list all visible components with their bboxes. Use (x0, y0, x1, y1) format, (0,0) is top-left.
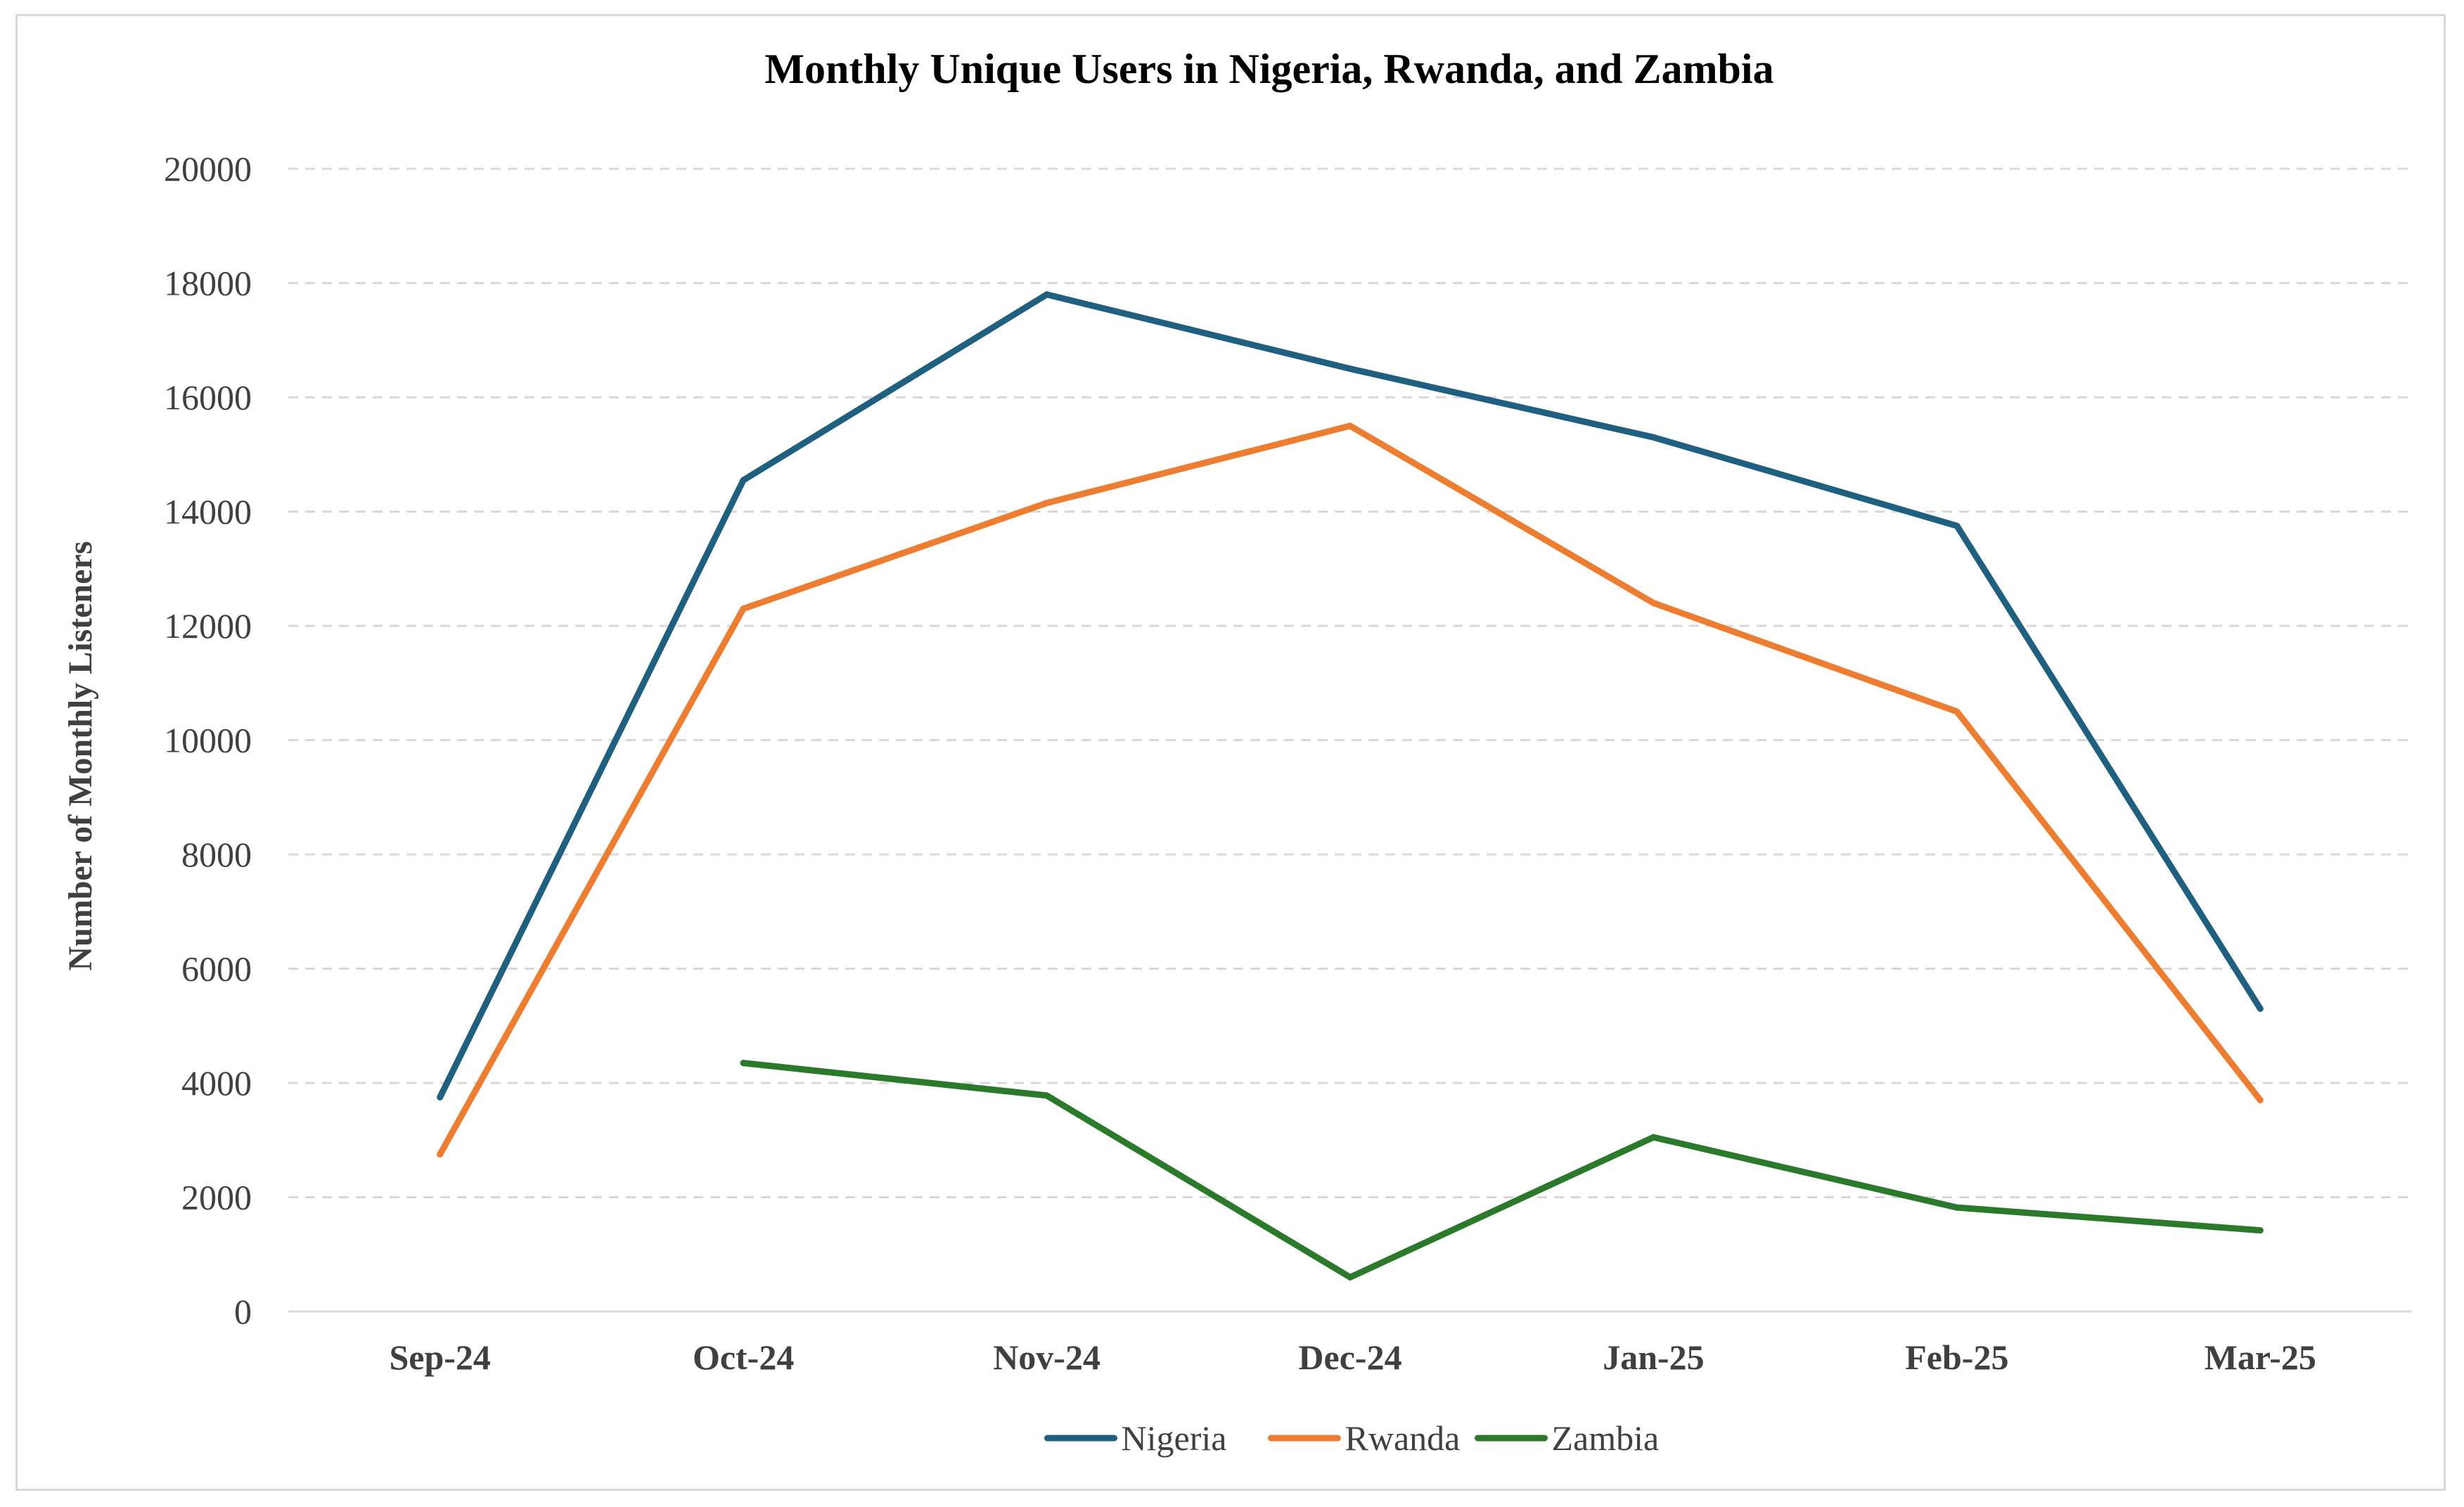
y-axis-ticks: 0 2000 4000 6000 8000 10000 12000 14000 16000 180… (164, 149, 252, 1331)
series-line-nigeria (437, 291, 2264, 1101)
data-point-nigeria (1347, 365, 1354, 372)
data-point-nigeria (1953, 522, 1961, 530)
y-tick-label: 16000 (164, 378, 252, 417)
x-tick-label: Nov-24 (993, 1338, 1101, 1377)
legend: Nigeria Rwanda Zambia (1044, 1418, 1660, 1458)
data-point-zambia (740, 1060, 747, 1067)
data-point-rwanda (1347, 423, 1354, 430)
data-point-zambia (2257, 1227, 2264, 1234)
x-tick-label: Dec-24 (1298, 1338, 1401, 1377)
data-point-nigeria (437, 1094, 444, 1101)
data-point-zambia (1044, 1092, 1051, 1099)
chart-frame (15, 14, 2446, 1491)
y-tick-label: 20000 (164, 149, 252, 188)
data-point-rwanda (1650, 600, 1657, 606)
x-tick-label: Jan-25 (1603, 1338, 1704, 1377)
y-tick-label: 18000 (164, 264, 252, 303)
y-tick-label: 0 (234, 1292, 252, 1331)
x-tick-label: Mar-25 (2205, 1338, 2316, 1377)
data-point-zambia (1347, 1274, 1354, 1281)
data-point-rwanda (437, 1151, 444, 1158)
data-point-nigeria (1650, 434, 1657, 441)
legend-label-rwanda: Rwanda (1345, 1418, 1461, 1458)
x-tick-label: Oct-24 (693, 1338, 794, 1377)
x-tick-label: Feb-25 (1905, 1338, 2008, 1377)
y-tick-label: 2000 (181, 1178, 252, 1217)
chart-title: Monthly Unique Users in Nigeria, Rwanda,… (764, 46, 1773, 92)
y-tick-label: 12000 (164, 606, 252, 646)
gridlines (288, 167, 2412, 1313)
legend-label-nigeria: Nigeria (1122, 1418, 1227, 1458)
y-tick-label: 6000 (181, 949, 252, 989)
series-lines (437, 291, 2264, 1281)
series-line-zambia (740, 1060, 2264, 1281)
legend-label-zambia: Zambia (1552, 1418, 1660, 1458)
data-point-zambia (1953, 1204, 1961, 1211)
data-point-rwanda (1044, 499, 1051, 506)
data-point-rwanda (740, 605, 747, 613)
data-point-zambia (1650, 1134, 1657, 1141)
y-tick-label: 4000 (181, 1063, 252, 1103)
x-tick-label: Sep-24 (389, 1338, 490, 1377)
data-point-rwanda (1953, 708, 1961, 715)
y-tick-label: 8000 (181, 835, 252, 874)
y-tick-label: 14000 (164, 492, 252, 532)
x-axis-ticks: Sep-24 Oct-24 Nov-24 Dec-24 Jan-25 Feb-25 Mar-… (389, 1338, 2316, 1377)
data-point-rwanda (2257, 1096, 2264, 1103)
y-tick-label: 10000 (164, 721, 252, 760)
y-axis-label: Number of Monthly Listeners (62, 541, 99, 970)
data-point-nigeria (2257, 1005, 2264, 1012)
data-point-nigeria (1044, 291, 1051, 298)
data-point-nigeria (740, 477, 747, 484)
